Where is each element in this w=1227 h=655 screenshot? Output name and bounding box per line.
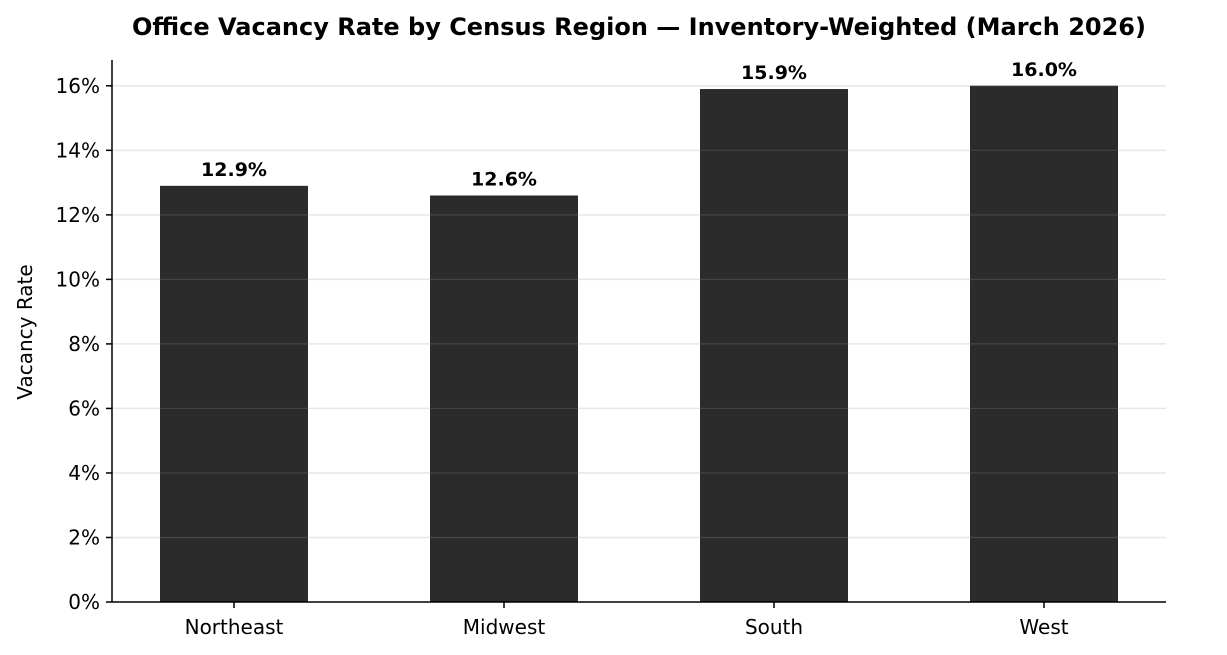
x-tick-label: South [745,615,803,639]
x-tick-label: Northeast [185,615,284,639]
chart-title: Office Vacancy Rate by Census Region — I… [132,13,1146,41]
tick-labels: 0% 2% 4% 6% 8% 10% 12% 14% 16% Northeast Midwest So… [56,74,1069,639]
y-tick-label: 2% [68,525,100,549]
data-label: 16.0% [1011,59,1077,81]
y-tick-label: 12% [56,203,100,227]
bar-midwest [430,195,578,602]
y-tick-label: 14% [56,138,100,162]
y-tick-label: 16% [56,74,100,98]
x-tick-label: West [1019,615,1068,639]
bars [160,85,1118,603]
bar-south [700,89,848,603]
bar-northeast [160,185,308,603]
x-tick-label: Midwest [463,615,546,639]
y-tick-label: 8% [68,332,100,356]
y-tick-label: 10% [56,267,100,291]
y-tick-label: 4% [68,461,100,485]
data-label: 12.6% [471,169,537,191]
data-label: 15.9% [741,62,807,84]
data-label: 12.9% [201,159,267,181]
data-labels: 12.9% 12.6% 15.9% 16.0% [201,59,1077,191]
y-tick-label: 0% [68,590,100,614]
y-axis-label: Vacancy Rate [13,264,37,399]
y-tick-label: 6% [68,396,100,420]
